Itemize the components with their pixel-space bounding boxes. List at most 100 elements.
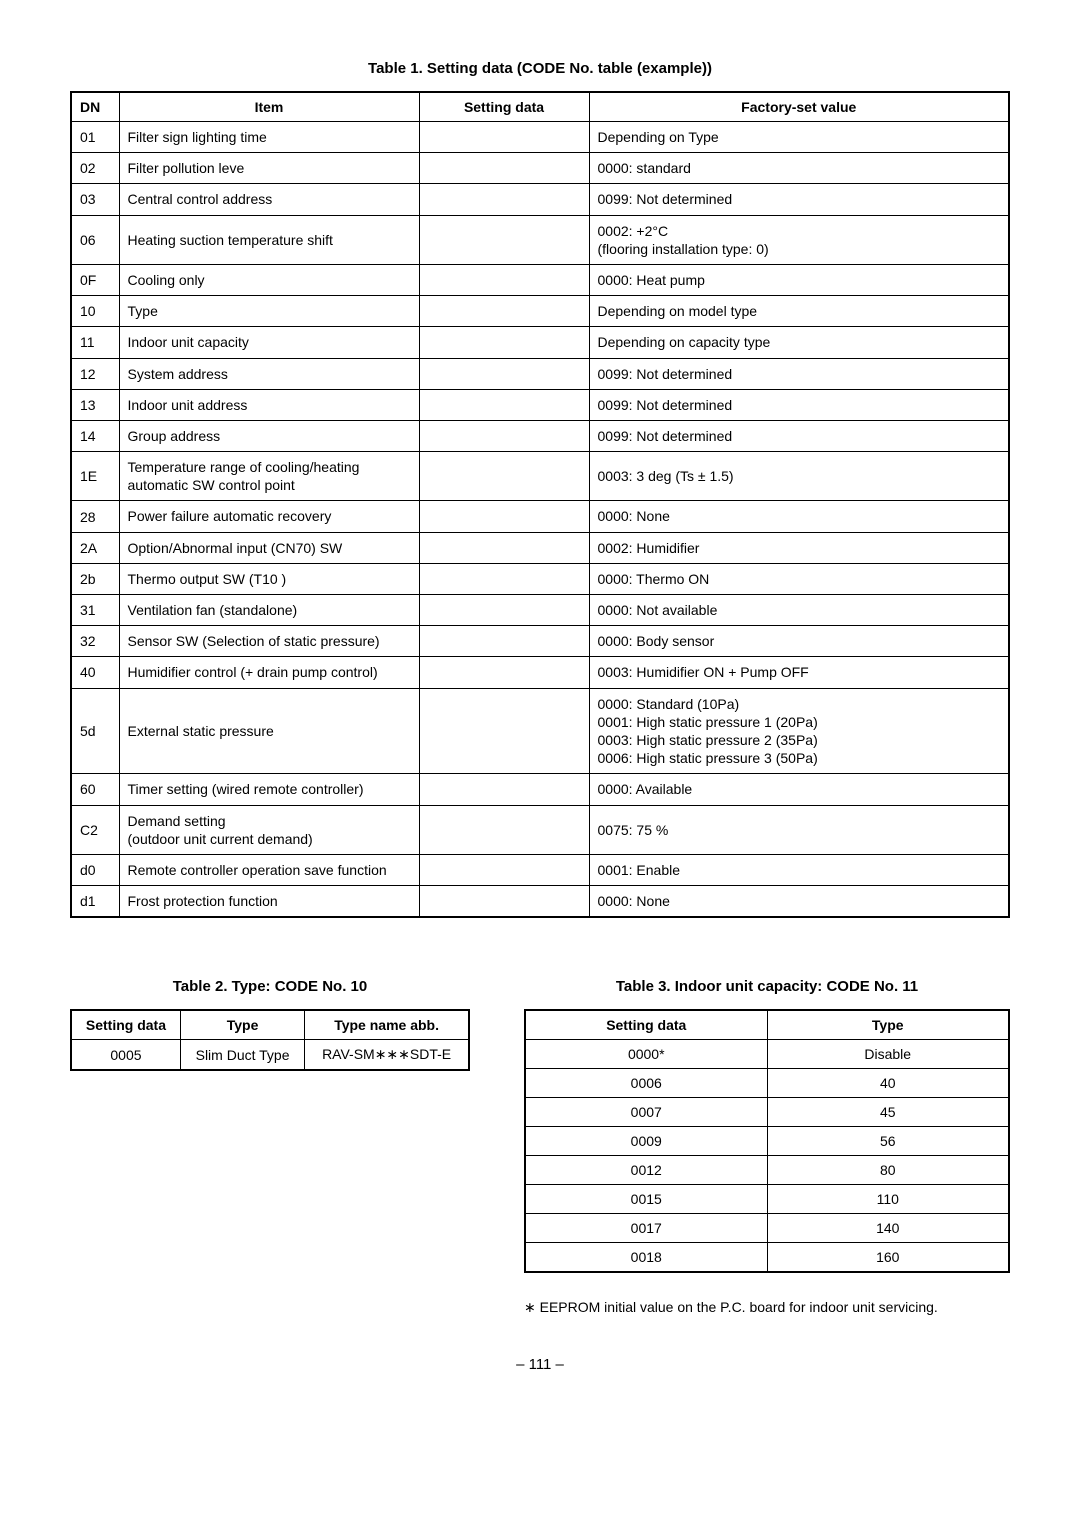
cell-fv: 0000: Thermo ON: [589, 563, 1009, 594]
cell-sd: [419, 626, 589, 657]
cell-fv: 0000: standard: [589, 153, 1009, 184]
table-row: 0005Slim Duct TypeRAV-SM∗∗∗SDT-E: [71, 1040, 469, 1071]
cell-type: 56: [767, 1127, 1009, 1156]
cell-type: Disable: [767, 1040, 1009, 1069]
cell-fv: 0003: 3 deg (Ts ± 1.5): [589, 452, 1009, 501]
cell-item: Filter pollution leve: [119, 153, 419, 184]
cell-sd: [419, 296, 589, 327]
cell-fv: 0000: Heat pump: [589, 264, 1009, 295]
cell-fv: 0000: Not available: [589, 595, 1009, 626]
cell-sd: [419, 452, 589, 501]
cell-item: Ventilation fan (standalone): [119, 595, 419, 626]
cell-item: Demand setting(outdoor unit current dema…: [119, 805, 419, 854]
cell-item: Power failure automatic recovery: [119, 501, 419, 532]
cell-fv: 0000: Available: [589, 774, 1009, 805]
cell-dn: 13: [71, 389, 119, 420]
cell-dn: 32: [71, 626, 119, 657]
cell-item: External static pressure: [119, 688, 419, 774]
cell-sd: [419, 358, 589, 389]
table-row: 13Indoor unit address0099: Not determine…: [71, 389, 1009, 420]
table-row: d1Frost protection function0000: None: [71, 886, 1009, 918]
cell-type: Slim Duct Type: [180, 1040, 304, 1071]
table3: Setting data Type 0000*Disable0006400007…: [524, 1009, 1010, 1273]
table-row: 14Group address0099: Not determined: [71, 420, 1009, 451]
table-row: 2AOption/Abnormal input (CN70) SW0002: H…: [71, 532, 1009, 563]
table-row: 0000*Disable: [525, 1040, 1009, 1069]
cell-dn: 60: [71, 774, 119, 805]
cell-item: Temperature range of cooling/heatingauto…: [119, 452, 419, 501]
cell-fv: 0099: Not determined: [589, 358, 1009, 389]
footnote: ∗ EEPROM initial value on the P.C. board…: [524, 1299, 1010, 1316]
cell-dn: 31: [71, 595, 119, 626]
table-row: 60Timer setting (wired remote controller…: [71, 774, 1009, 805]
cell-fv: 0099: Not determined: [589, 184, 1009, 215]
cell-item: Humidifier control (+ drain pump control…: [119, 657, 419, 688]
cell-sd: [419, 184, 589, 215]
table-row: 02Filter pollution leve 0000: standard: [71, 153, 1009, 184]
table2-header-abb: Type name abb.: [305, 1010, 469, 1040]
cell-dn: d0: [71, 854, 119, 885]
table-row: 1ETemperature range of cooling/heatingau…: [71, 452, 1009, 501]
cell-fv: 0002: +2°C(flooring installation type: 0…: [589, 215, 1009, 264]
cell-sd: [419, 688, 589, 774]
cell-dn: 2b: [71, 563, 119, 594]
cell-item: Timer setting (wired remote controller): [119, 774, 419, 805]
cell-type: 110: [767, 1185, 1009, 1214]
cell-type: 45: [767, 1098, 1009, 1127]
cell-dn: d1: [71, 886, 119, 918]
page-number: – 111 –: [70, 1356, 1010, 1373]
cell-sd: [419, 327, 589, 358]
table1-header-fv: Factory-set value: [589, 92, 1009, 122]
cell-type: 140: [767, 1214, 1009, 1243]
cell-sd: [419, 122, 589, 153]
cell-sd: [419, 563, 589, 594]
cell-fv: 0075: 75 %: [589, 805, 1009, 854]
cell-item: Remote controller operation save functio…: [119, 854, 419, 885]
cell-dn: 1E: [71, 452, 119, 501]
cell-sd: 0012: [525, 1156, 767, 1185]
cell-dn: 10: [71, 296, 119, 327]
table-row: 000640: [525, 1069, 1009, 1098]
table-row: 31Ventilation fan (standalone) 0000: Not …: [71, 595, 1009, 626]
cell-item: Indoor unit capacity: [119, 327, 419, 358]
cell-sd: 0005: [71, 1040, 180, 1071]
cell-item: Frost protection function: [119, 886, 419, 918]
cell-fv: 0099: Not determined: [589, 389, 1009, 420]
cell-dn: 5d: [71, 688, 119, 774]
table-row: 5dExternal static pressure0000: Standard…: [71, 688, 1009, 774]
table3-header-sd: Setting data: [525, 1010, 767, 1040]
cell-dn: 12: [71, 358, 119, 389]
cell-type: 40: [767, 1069, 1009, 1098]
cell-item: Filter sign lighting time: [119, 122, 419, 153]
table3-header-type: Type: [767, 1010, 1009, 1040]
cell-sd: [419, 153, 589, 184]
cell-dn: 11: [71, 327, 119, 358]
table-row: 11Indoor unit capacityDepending on capac…: [71, 327, 1009, 358]
table-row: 000745: [525, 1098, 1009, 1127]
table2-header-sd: Setting data: [71, 1010, 180, 1040]
cell-dn: 02: [71, 153, 119, 184]
table2: Setting data Type Type name abb. 0005Sli…: [70, 1009, 470, 1071]
cell-item: Thermo output SW (T10 ): [119, 563, 419, 594]
cell-dn: 14: [71, 420, 119, 451]
cell-fv: 0002: Humidifier: [589, 532, 1009, 563]
table-row: 0015110: [525, 1185, 1009, 1214]
cell-item: Central control address: [119, 184, 419, 215]
table1-header-item: Item: [119, 92, 419, 122]
cell-type: 80: [767, 1156, 1009, 1185]
table-row: 0017140: [525, 1214, 1009, 1243]
cell-fv: 0099: Not determined: [589, 420, 1009, 451]
cell-dn: 28: [71, 501, 119, 532]
cell-item: Type: [119, 296, 419, 327]
cell-type: 160: [767, 1243, 1009, 1273]
table-row: 0018160: [525, 1243, 1009, 1273]
cell-sd: 0017: [525, 1214, 767, 1243]
table-row: 01Filter sign lighting timeDepending on …: [71, 122, 1009, 153]
cell-sd: 0000*: [525, 1040, 767, 1069]
cell-item: System address: [119, 358, 419, 389]
table2-title: Table 2. Type: CODE No. 10: [70, 978, 470, 995]
cell-dn: 0F: [71, 264, 119, 295]
cell-sd: [419, 886, 589, 918]
cell-sd: [419, 215, 589, 264]
cell-sd: [419, 420, 589, 451]
